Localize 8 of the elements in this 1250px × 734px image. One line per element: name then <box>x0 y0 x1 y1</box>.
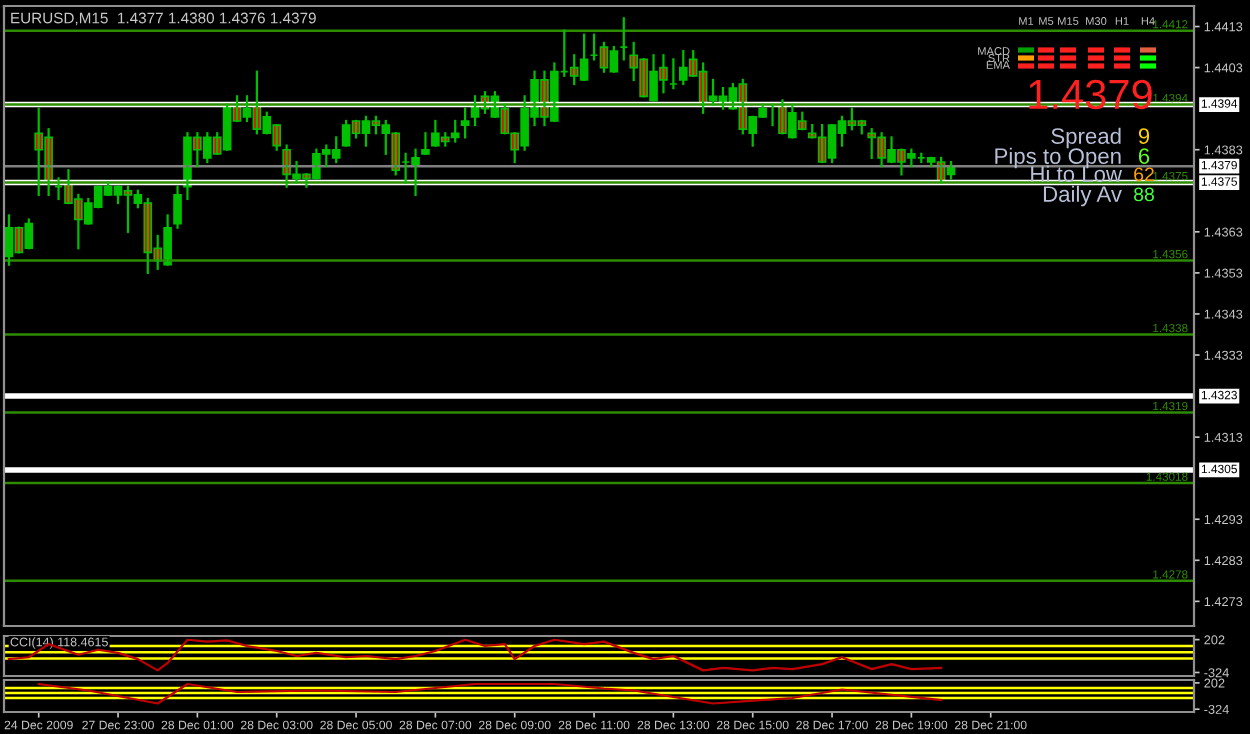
annotation: Spread <box>1051 127 1121 149</box>
annotation: Hi to Low <box>1031 165 1123 182</box>
annotation: 62 <box>1134 167 1154 182</box>
annotation: Daily Av <box>1043 185 1122 207</box>
annotation: 88 <box>1134 187 1154 202</box>
annotation: Pips to Open <box>995 147 1121 169</box>
annotation: 9 <box>1138 128 1150 144</box>
annotation: 6 <box>1138 148 1150 164</box>
